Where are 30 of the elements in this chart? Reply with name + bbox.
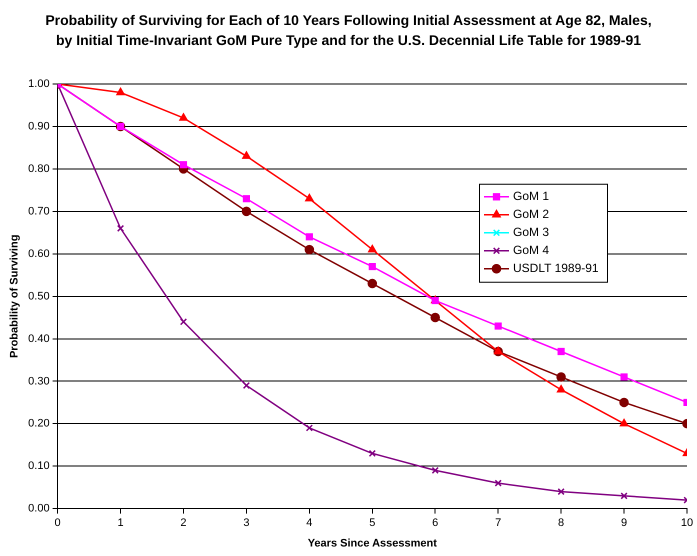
x-tick-label: 9 bbox=[621, 517, 628, 530]
y-tick-label: 0.30 bbox=[28, 375, 50, 388]
y-tick-label: 0.90 bbox=[28, 120, 50, 132]
x-tick-label: 0 bbox=[54, 517, 61, 530]
y-axis-title: Probability of Surviving bbox=[8, 234, 21, 358]
y-tick-label: 0.20 bbox=[28, 418, 50, 430]
y-tick-label: 0.40 bbox=[28, 332, 50, 345]
legend-label: USDLT 1989-91 bbox=[513, 261, 599, 276]
chart-title: Probability of Surviving for Each of 10 Years Following Initial Assessment at Age 82, Males, by Initial Time-Invariant GoM Pure Type and for the U.S. Decennial Life Table for 1989-91 bbox=[44, 11, 653, 50]
x-tick-label: 4 bbox=[306, 517, 312, 530]
x-tick-label: 10 bbox=[680, 517, 694, 530]
legend-label: GoM 4 bbox=[513, 243, 550, 258]
y-tick-label: 0.70 bbox=[28, 205, 50, 218]
x-tick-label: 1 bbox=[117, 517, 124, 530]
y-tick-label: 1.00 bbox=[28, 78, 50, 90]
y-tick-label: 0.50 bbox=[28, 290, 50, 302]
legend-label: GoM 3 bbox=[513, 225, 550, 240]
x-tick-label: 2 bbox=[180, 517, 187, 530]
y-tick-label: 0.60 bbox=[28, 248, 50, 260]
y-tick-label: 0.10 bbox=[28, 460, 50, 472]
x-tick-label: 3 bbox=[243, 517, 250, 530]
y-tick-label: 0.00 bbox=[28, 502, 50, 515]
x-tick-label: 6 bbox=[432, 517, 438, 530]
x-axis-title: Years Since Assessment bbox=[308, 537, 438, 550]
legend-label: GoM 1 bbox=[513, 189, 550, 204]
x-tick-label: 7 bbox=[495, 517, 502, 530]
legend-label: GoM 2 bbox=[513, 207, 550, 222]
x-tick-label: 8 bbox=[558, 517, 564, 530]
y-tick-label: 0.80 bbox=[28, 162, 50, 175]
x-tick-label: 5 bbox=[369, 517, 376, 530]
